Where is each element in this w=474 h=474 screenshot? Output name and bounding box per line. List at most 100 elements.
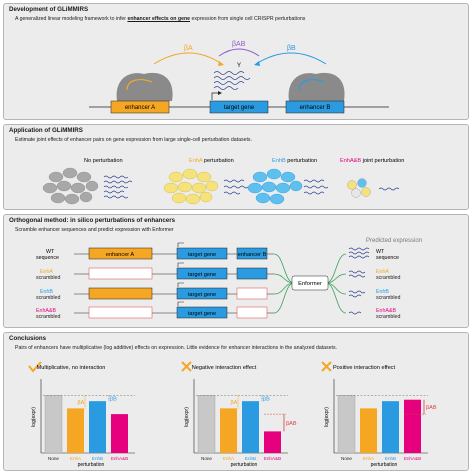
cross-mark <box>181 361 192 372</box>
panel-subtitle: Scramble enhancer sequences and predict … <box>15 227 174 233</box>
beta-a-label: βA <box>78 400 85 406</box>
group-label-enhab: EnhA&B joint perturbation <box>340 158 404 164</box>
cross-icon <box>181 361 192 372</box>
target-gene-box <box>209 100 269 114</box>
panel-conclusions: Conclusions Pairs of enhancers have mult… <box>3 332 469 471</box>
y-axis-label: log(expr) <box>31 407 37 427</box>
panel-subtitle: A generalized linear modeling framework … <box>15 16 306 22</box>
check-mark <box>28 361 42 373</box>
tick-label: EnhB <box>92 456 103 461</box>
group-label-enhb: EnhB perturbation <box>272 158 317 164</box>
tss-arrow-icons <box>177 242 184 306</box>
bar-EnhA&B <box>264 431 281 453</box>
row-labels: WT sequence EnhA scrambled EnhB scrambled E… <box>36 249 60 320</box>
beta-a-label: βA <box>184 45 193 52</box>
panel-subtitle: Estimate joint effects of enhancer pairs… <box>15 137 252 143</box>
target-gene-label: target gene <box>188 272 216 278</box>
panel-development: Development of GLiMMIRS A generalized li… <box>3 3 469 120</box>
beta-ab-label: βAB <box>232 41 246 48</box>
bar-EnhA&B <box>111 414 128 453</box>
predicted-transcripts-icon <box>348 247 370 315</box>
group-label-none: No perturbation <box>84 158 123 164</box>
tss-arrow-icon <box>211 92 219 100</box>
bar-EnhB <box>242 401 259 453</box>
beta-b-label: βB <box>263 396 270 402</box>
panel-title: Development of GLiMMIRS <box>9 6 89 13</box>
enhancer-b-label: enhancer B <box>300 105 331 111</box>
bar-EnhB <box>382 401 399 453</box>
target-gene-label: target gene <box>188 292 216 298</box>
bar-None <box>197 395 216 454</box>
enhancer-a-box <box>110 100 170 114</box>
beta-ab-label: βAB <box>286 421 297 427</box>
group-label-enha: EnhA perturbation <box>189 158 234 164</box>
beta-ab-label: βAB <box>426 405 437 411</box>
tick-label: EnhA <box>70 456 82 461</box>
target-gene-label: target gene <box>224 105 255 111</box>
beta-b-label: βB <box>287 45 296 52</box>
chart-2: Positive interaction effect log(expr) None… <box>321 361 437 468</box>
transcripts-mid-icon <box>223 179 249 195</box>
enhancer-a-loop-icon <box>126 79 153 91</box>
bar-EnhB <box>89 401 106 453</box>
enhancer-b-box <box>285 100 345 114</box>
cross-mark <box>321 361 332 372</box>
enhancer-b-loop-icon <box>298 79 325 91</box>
x-axis-label: perturbation <box>371 462 398 468</box>
panel-subtitle: Pairs of enhancers have multiplicative (… <box>15 345 337 351</box>
in-silico-diagram: WT sequence EnhA scrambled EnhB scrambled E… <box>36 238 422 320</box>
cells-enha-perturbation-icon <box>163 168 219 205</box>
enhancer-b-protein-icon <box>288 72 345 101</box>
transcripts-high-icon <box>103 175 133 199</box>
predicted-title: Predicted expression <box>366 238 422 244</box>
tick-label: None <box>48 456 59 461</box>
cells-no-perturbation-icon <box>42 167 99 205</box>
tick-label: EnhA <box>223 456 235 461</box>
tick-label: EnhA&B <box>111 456 128 461</box>
panel-application: Application of GLiMMIRS Estimate joint e… <box>3 124 469 210</box>
tick-label: EnhB <box>385 456 396 461</box>
sequence-tracks <box>74 247 274 319</box>
tick-label: EnhA&B <box>264 456 281 461</box>
perturbation-groups: No perturbation EnhA perturbation EnhB p… <box>42 158 404 205</box>
beta-ab-arc <box>218 48 260 57</box>
x-axis-label: perturbation <box>78 462 105 468</box>
chart-title: Negative interaction effect <box>192 365 257 371</box>
enhancer-a-label: enhancer A <box>125 105 155 111</box>
chart-0: Multiplicative, no interaction log(expr) N… <box>28 361 135 468</box>
predicted-labels: WT sequence EnhA scrambled EnhB scrambled E… <box>376 249 400 320</box>
enhancer-b-label: enhancer B <box>238 252 267 258</box>
chart-1: Negative interaction effect log(expr) None… <box>181 361 297 468</box>
tick-label: EnhA&B <box>404 456 421 461</box>
cells-enhb-perturbation-icon <box>247 168 303 205</box>
enformer-box <box>291 275 329 291</box>
target-gene-label: target gene <box>188 252 216 258</box>
bar-EnhA <box>360 408 377 453</box>
chart-title: Multiplicative, no interaction <box>37 365 106 371</box>
tick-label: EnhB <box>245 456 256 461</box>
target-gene-label: target gene <box>188 311 216 317</box>
x-axis-label: perturbation <box>231 462 258 468</box>
y-label: Y <box>237 63 241 69</box>
chart-title: Positive interaction effect <box>333 365 396 371</box>
bar-None <box>337 395 356 454</box>
conclusion-charts: Multiplicative, no interaction log(expr) N… <box>28 361 437 468</box>
enformer-label: Enformer <box>298 281 322 287</box>
panel-title: Conclusions <box>9 335 47 342</box>
enhancer-a-label: enhancer A <box>106 252 135 258</box>
checkmark-icon <box>28 361 42 373</box>
transcripts-mid2-icon <box>303 179 329 195</box>
panel-title: Orthogonal method: in silico perturbatio… <box>9 217 176 224</box>
cross-icon <box>321 361 332 372</box>
tick-label: None <box>341 456 352 461</box>
bar-EnhA&B <box>404 399 421 453</box>
panel-title: Application of GLiMMIRS <box>9 127 83 134</box>
bar-EnhA <box>67 408 84 453</box>
beta-b-arc <box>255 52 327 65</box>
